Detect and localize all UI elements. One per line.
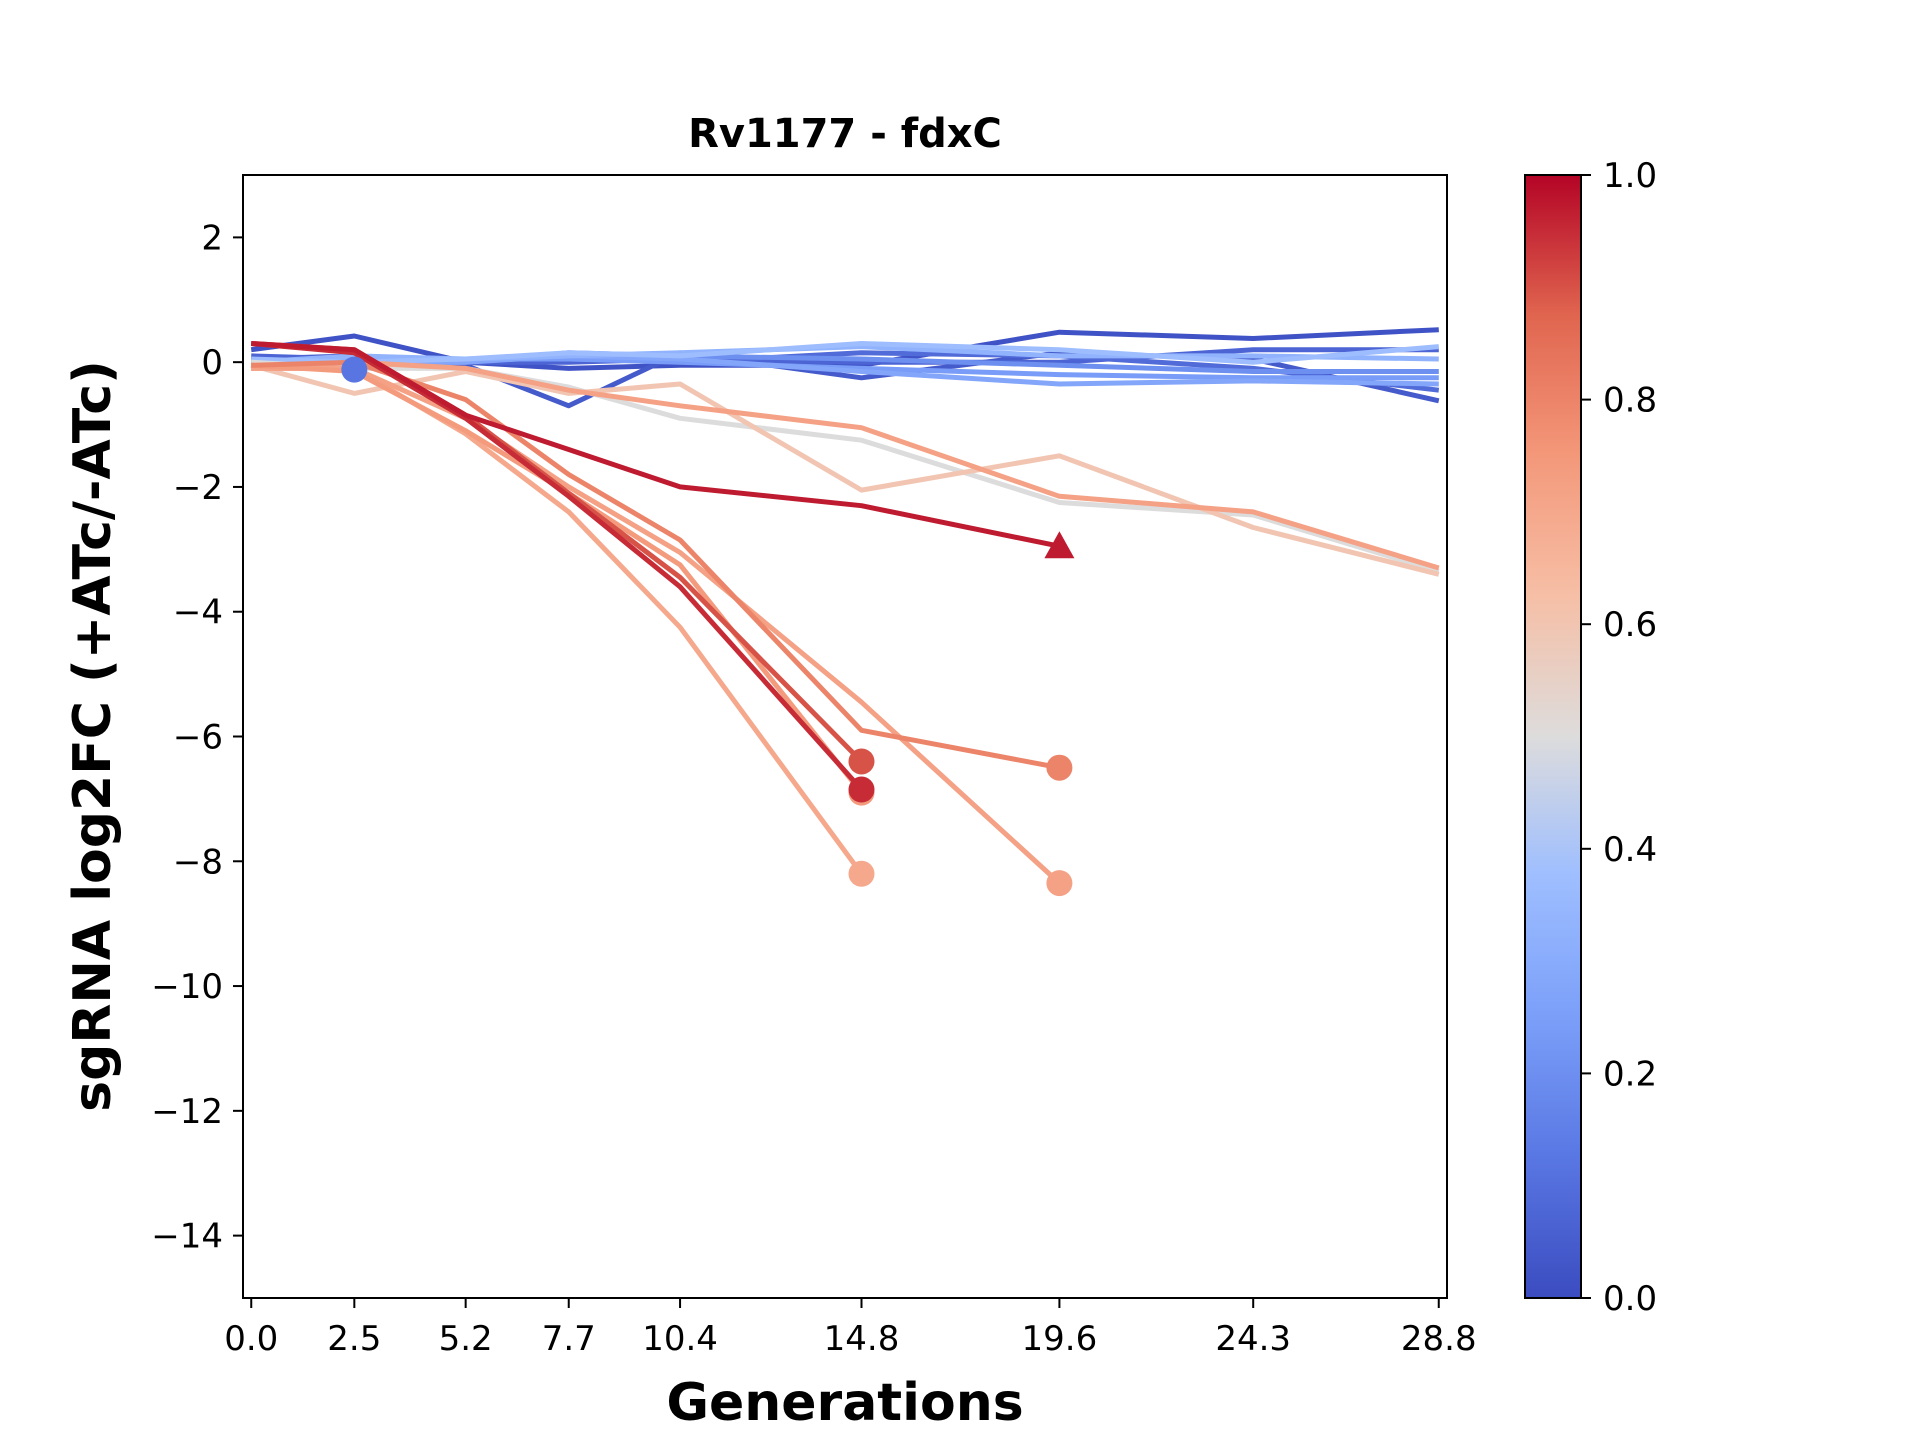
y-tick-label: 2 <box>201 218 223 258</box>
series-end-marker <box>1046 870 1073 897</box>
y-tick-label: −4 <box>173 593 223 633</box>
marker-layer <box>341 356 1075 897</box>
series-end-marker <box>848 860 875 887</box>
y-axis: 2 0 −2 −4 −6 −8 −10 −12 −14 <box>151 218 243 1257</box>
x-tick-label: 0.0 <box>224 1319 278 1359</box>
series-end-marker <box>848 776 875 803</box>
series-line <box>251 359 1440 574</box>
series-line <box>251 341 864 764</box>
y-tick-label: −12 <box>151 1092 223 1132</box>
x-tick-label: 10.4 <box>642 1319 718 1359</box>
y-tick-label: −8 <box>173 842 223 882</box>
x-axis-label: Generations <box>666 1373 1023 1433</box>
colorbar <box>1524 174 1582 1299</box>
colorbar-tick-label: 0.2 <box>1603 1054 1657 1094</box>
x-tick-label: 5.2 <box>439 1319 493 1359</box>
y-tick-label: −6 <box>173 718 223 758</box>
x-tick-label: 2.5 <box>327 1319 381 1359</box>
x-axis: 0.0 2.5 5.2 7.7 10.4 14.8 19.6 24.3 28.8 <box>224 1298 1477 1359</box>
series-line <box>251 362 864 795</box>
y-tick-label: −2 <box>173 468 223 508</box>
x-tick-label: 19.6 <box>1022 1319 1098 1359</box>
x-tick-label: 7.7 <box>542 1319 596 1359</box>
series-end-marker <box>1046 754 1073 781</box>
x-tick-label: 24.3 <box>1215 1319 1291 1359</box>
x-tick-label: 28.8 <box>1401 1319 1477 1359</box>
series-line <box>251 341 1060 549</box>
series-end-marker <box>1044 531 1075 559</box>
series-line <box>251 359 1440 571</box>
series-end-marker <box>848 748 875 775</box>
colorbar-tick-label: 0.6 <box>1603 605 1657 645</box>
y-axis-label: sgRNA log2FC (+ATc/-ATc) <box>63 360 123 1112</box>
colorbar-tick-label: 0.0 <box>1603 1279 1657 1319</box>
y-tick-label: −10 <box>151 967 223 1007</box>
series-line <box>250 327 1439 371</box>
colorbar-ticks: 0.0 0.2 0.4 0.6 0.8 1.0 <box>1581 156 1657 1319</box>
series-line <box>251 341 1440 365</box>
y-tick-label: 0 <box>201 343 223 383</box>
colorbar-tick-label: 0.4 <box>1603 830 1657 870</box>
x-tick-label: 14.8 <box>824 1319 900 1359</box>
colorbar-tick-label: 0.8 <box>1603 381 1657 421</box>
series-layer <box>250 327 1440 885</box>
chart-title: Rv1177 - fdxC <box>688 111 1002 157</box>
series-end-marker <box>341 356 368 383</box>
series-line <box>250 341 864 792</box>
colorbar-tick-label: 1.0 <box>1603 156 1657 196</box>
y-tick-label: −14 <box>151 1217 223 1257</box>
series-line <box>251 365 1062 885</box>
